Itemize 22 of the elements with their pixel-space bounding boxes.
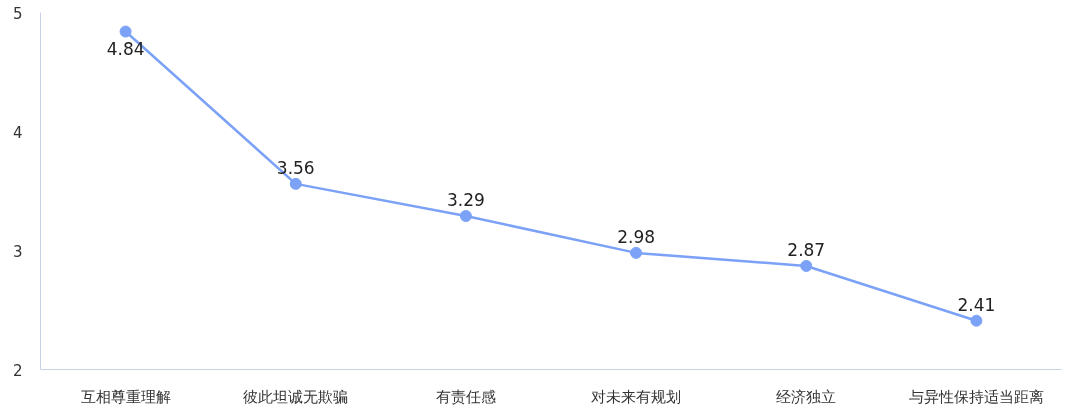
data-label: 4.84: [106, 38, 145, 59]
x-tick-label: 对未来有规划: [591, 387, 682, 406]
x-tick-label: 有责任感: [435, 387, 496, 406]
data-label: 3.29: [446, 189, 485, 210]
point: [289, 177, 302, 190]
data-label: 3.56: [276, 157, 315, 178]
x-tick-label: 彼此坦诚无欺骗: [243, 387, 349, 406]
y-tick-label: 5: [12, 4, 23, 23]
point: [970, 314, 983, 327]
point: [459, 210, 472, 222]
data-label: 2.41: [957, 294, 996, 315]
x-tick-label: 经济独立: [776, 387, 837, 406]
x-tick-label: 与异性保持适当距离: [908, 387, 1044, 406]
data-label: 2.87: [787, 239, 826, 260]
y-tick-label: 3: [12, 242, 23, 261]
point: [800, 259, 813, 272]
x-tick-label: 互相尊重理解: [80, 387, 171, 406]
point: [119, 25, 132, 38]
y-tick-label: 4: [12, 123, 23, 142]
y-tick-label: 2: [12, 361, 23, 380]
data-label: 2.98: [617, 226, 656, 247]
point: [630, 246, 643, 259]
